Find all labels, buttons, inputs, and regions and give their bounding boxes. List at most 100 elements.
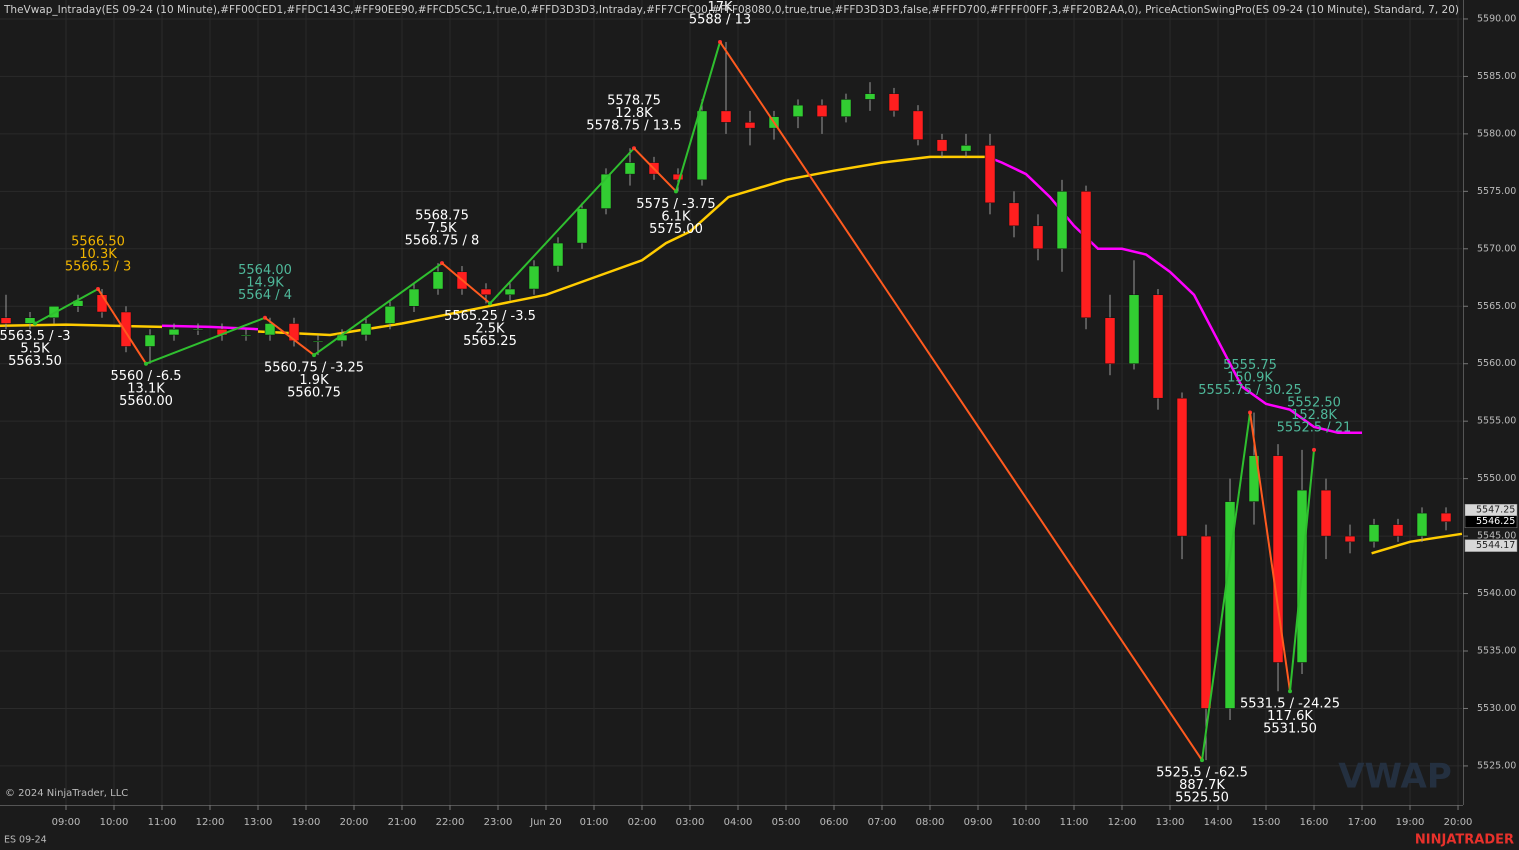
swing-label: 13.1K: [127, 382, 165, 397]
candle-body: [480, 288, 492, 296]
swing-point: [1312, 447, 1317, 452]
candle-body: [168, 328, 180, 336]
x-tick-label: 09:00: [964, 817, 993, 828]
swing-label: 152.8K: [1291, 408, 1337, 423]
swing-line: [719, 41, 1203, 761]
swing-label: 5555.75 / 30.25: [1198, 383, 1302, 398]
candle-body: [1200, 535, 1212, 709]
swing-label: 17K: [707, 0, 733, 15]
candle-body: [1272, 455, 1284, 663]
y-tick-label: 5535.00: [1477, 646, 1516, 657]
price-marker: [1464, 515, 1518, 528]
candle-body: [120, 311, 132, 347]
swing-line: [675, 41, 721, 192]
candle-body: [1368, 524, 1380, 543]
price-marker: [1464, 539, 1518, 552]
x-tick-label: 01:00: [580, 817, 609, 828]
y-tick-label: 5590.00: [1477, 13, 1516, 24]
swing-label: 14.9K: [246, 276, 284, 291]
price-axis: [1464, 0, 1519, 805]
swing-label: 5.5K: [20, 341, 50, 356]
candle-body: [504, 288, 516, 296]
swing-label: 5525.5 / -62.5: [1156, 766, 1248, 781]
candle-body: [1128, 294, 1140, 364]
candle-body: [528, 265, 540, 290]
y-tick-label: 5560.00: [1477, 358, 1516, 369]
y-tick-label: 5570.00: [1477, 243, 1516, 254]
swing-line: [145, 316, 266, 365]
x-tick-label: 19:00: [292, 817, 321, 828]
price-marker-label: 5544.17: [1476, 540, 1515, 551]
x-tick-label: 19:00: [1396, 817, 1425, 828]
candle-body: [984, 145, 996, 204]
swing-label: 5578.75: [607, 94, 661, 109]
y-tick-label: 5550.00: [1477, 473, 1516, 484]
candle-body: [1392, 524, 1404, 537]
swing-line: [489, 147, 635, 305]
x-tick-label: 08:00: [916, 817, 945, 828]
swing-label: 5560.75 / -3.25: [264, 361, 364, 376]
y-tick-label: 5555.00: [1477, 416, 1516, 427]
x-tick-label: 03:00: [676, 817, 705, 828]
candle-body: [1080, 191, 1092, 318]
swing-label: 5566.50: [71, 235, 125, 250]
candle-body: [792, 104, 804, 117]
x-tick-label: 14:00: [1204, 817, 1233, 828]
swing-label: 5564 / 4: [238, 288, 292, 303]
candle-body: [696, 110, 708, 181]
swing-label: 5565.25: [463, 334, 517, 349]
instrument: ES 09-24: [4, 835, 47, 846]
swing-label: 5575 / -3.75: [636, 197, 715, 212]
x-tick-label: 06:00: [820, 817, 849, 828]
swing-label: 5564.00: [238, 263, 292, 278]
price-marker-label: 5547.25: [1476, 505, 1515, 516]
vwap-line: [0, 155, 1463, 555]
x-tick-label: 04:00: [724, 817, 753, 828]
swing-label: 2.5K: [475, 321, 505, 336]
candle-body: [816, 104, 828, 117]
x-tick-label: 13:00: [244, 817, 273, 828]
x-tick-label: 11:00: [1060, 817, 1089, 828]
x-tick-label: 15:00: [1252, 817, 1281, 828]
swing-label: 117.6K: [1267, 709, 1313, 724]
x-tick-label: 07:00: [868, 817, 897, 828]
swing-label: 1.9K: [299, 373, 329, 388]
x-tick-label: 20:00: [1444, 817, 1473, 828]
candle-body: [1440, 512, 1452, 522]
swing-label: 5552.50: [1287, 395, 1341, 410]
swing-label: 5531.50: [1263, 722, 1317, 737]
x-tick-label: 13:00: [1156, 817, 1185, 828]
candle-body: [360, 323, 372, 336]
candle-body: [552, 242, 564, 267]
x-tick-label: Jun 20: [529, 817, 562, 828]
swing-label: 5560.00: [119, 394, 173, 409]
swing-label: 150.9K: [1227, 371, 1273, 386]
y-tick-label: 5580.00: [1477, 128, 1516, 139]
candle-body: [1152, 294, 1164, 399]
swing-label: 5566.5 / 3: [65, 260, 131, 275]
candle-body: [624, 162, 636, 175]
swing-label: 7.5K: [427, 221, 457, 236]
swing-label: 5568.75: [415, 209, 469, 224]
swing-label: 5525.50: [1175, 791, 1229, 806]
candle-body: [96, 294, 108, 313]
price-marker-label: 5546.25: [1476, 516, 1515, 527]
brand-logo: NINJATRADER: [1415, 833, 1514, 848]
vwap-line: [161, 155, 1362, 434]
swing-label: 5563.5 / -3: [0, 329, 71, 344]
x-tick-label: 05:00: [772, 817, 801, 828]
candle-body: [576, 208, 588, 244]
swing-label: 5578.75 / 13.5: [586, 119, 681, 134]
swing-line: [264, 316, 315, 356]
swing-line: [97, 288, 147, 365]
x-tick-label: 17:00: [1348, 817, 1377, 828]
candle-body: [432, 271, 444, 290]
candle-body: [936, 139, 948, 152]
candle-body: [0, 317, 12, 324]
x-tick-label: 22:00: [436, 817, 465, 828]
y-tick-label: 5545.00: [1477, 531, 1516, 542]
swing-label: 5555.75: [1223, 358, 1277, 373]
swing-label: 5560 / -6.5: [110, 369, 181, 384]
y-tick-label: 5525.00: [1477, 760, 1516, 771]
